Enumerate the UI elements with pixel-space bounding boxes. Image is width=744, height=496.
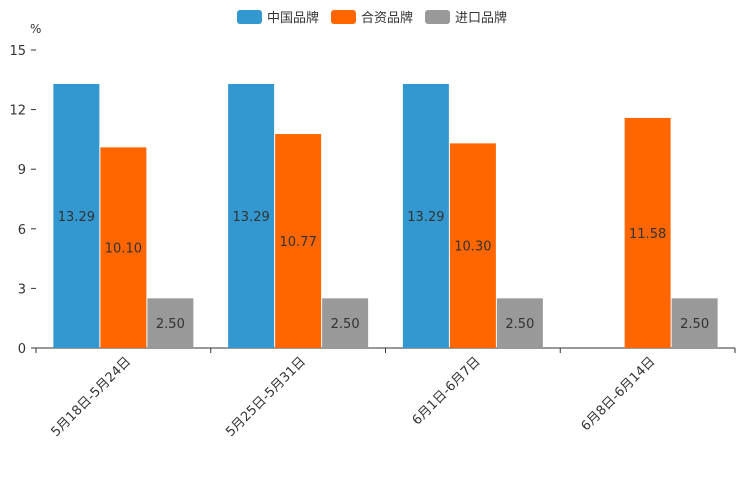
legend: 中国品牌 合资品牌 进口品牌 xyxy=(0,7,744,26)
legend-swatch-import-brand xyxy=(425,9,450,24)
bar[interactable] xyxy=(671,298,718,348)
y-tick-label: 3 xyxy=(18,282,26,297)
bar[interactable] xyxy=(228,83,275,349)
bar-data-label: 13.29 xyxy=(233,210,270,225)
legend-swatch-joint-venture-brand xyxy=(330,9,356,24)
bar-data-label: 13.29 xyxy=(58,210,95,225)
bar-data-label: 10.30 xyxy=(454,240,491,255)
bar[interactable] xyxy=(449,143,496,348)
bar[interactable] xyxy=(624,117,671,348)
x-tick-label: 5月18日-5月24日 xyxy=(48,354,134,440)
bar-data-label: 13.29 xyxy=(407,210,444,225)
legend-item-china-brand[interactable]: 中国品牌 xyxy=(236,7,319,26)
legend-label-joint-venture-brand: 合资品牌 xyxy=(360,11,413,26)
legend-item-import-brand[interactable]: 进口品牌 xyxy=(425,7,507,26)
y-tick-label: 6 xyxy=(18,223,26,238)
bar[interactable] xyxy=(322,298,369,348)
bar[interactable] xyxy=(275,134,322,348)
bar-data-label: 11.58 xyxy=(629,227,666,242)
x-tick-label: 6月1日-6月7日 xyxy=(410,354,484,428)
x-tick-label: 6月8日-6月14日 xyxy=(579,354,659,434)
y-axis-unit: % xyxy=(30,22,42,36)
legend-label-import-brand: 进口品牌 xyxy=(455,11,508,26)
bar[interactable] xyxy=(100,147,147,348)
legend-item-joint-venture-brand[interactable]: 合资品牌 xyxy=(330,7,413,26)
x-tick-label: 5月25日-5月31日 xyxy=(223,354,309,440)
bar-data-label: 10.77 xyxy=(280,235,317,250)
y-tick-label: 0 xyxy=(18,342,26,357)
legend-swatch-china-brand xyxy=(236,9,262,24)
legend-label-china-brand: 中国品牌 xyxy=(266,11,319,26)
bar-data-label: 2.50 xyxy=(331,317,360,332)
bar-data-label: 2.50 xyxy=(680,317,709,332)
bar-data-label: 2.50 xyxy=(505,317,534,332)
y-tick-label: 9 xyxy=(18,163,26,178)
y-tick-label: 12 xyxy=(9,104,26,119)
bar-data-label: 2.50 xyxy=(156,317,185,332)
bar[interactable] xyxy=(147,298,194,348)
bar[interactable] xyxy=(496,298,543,348)
bar[interactable] xyxy=(53,83,100,349)
bar-data-label: 10.10 xyxy=(105,242,142,257)
bar[interactable] xyxy=(402,83,449,349)
y-tick-label: 15 xyxy=(9,44,26,59)
